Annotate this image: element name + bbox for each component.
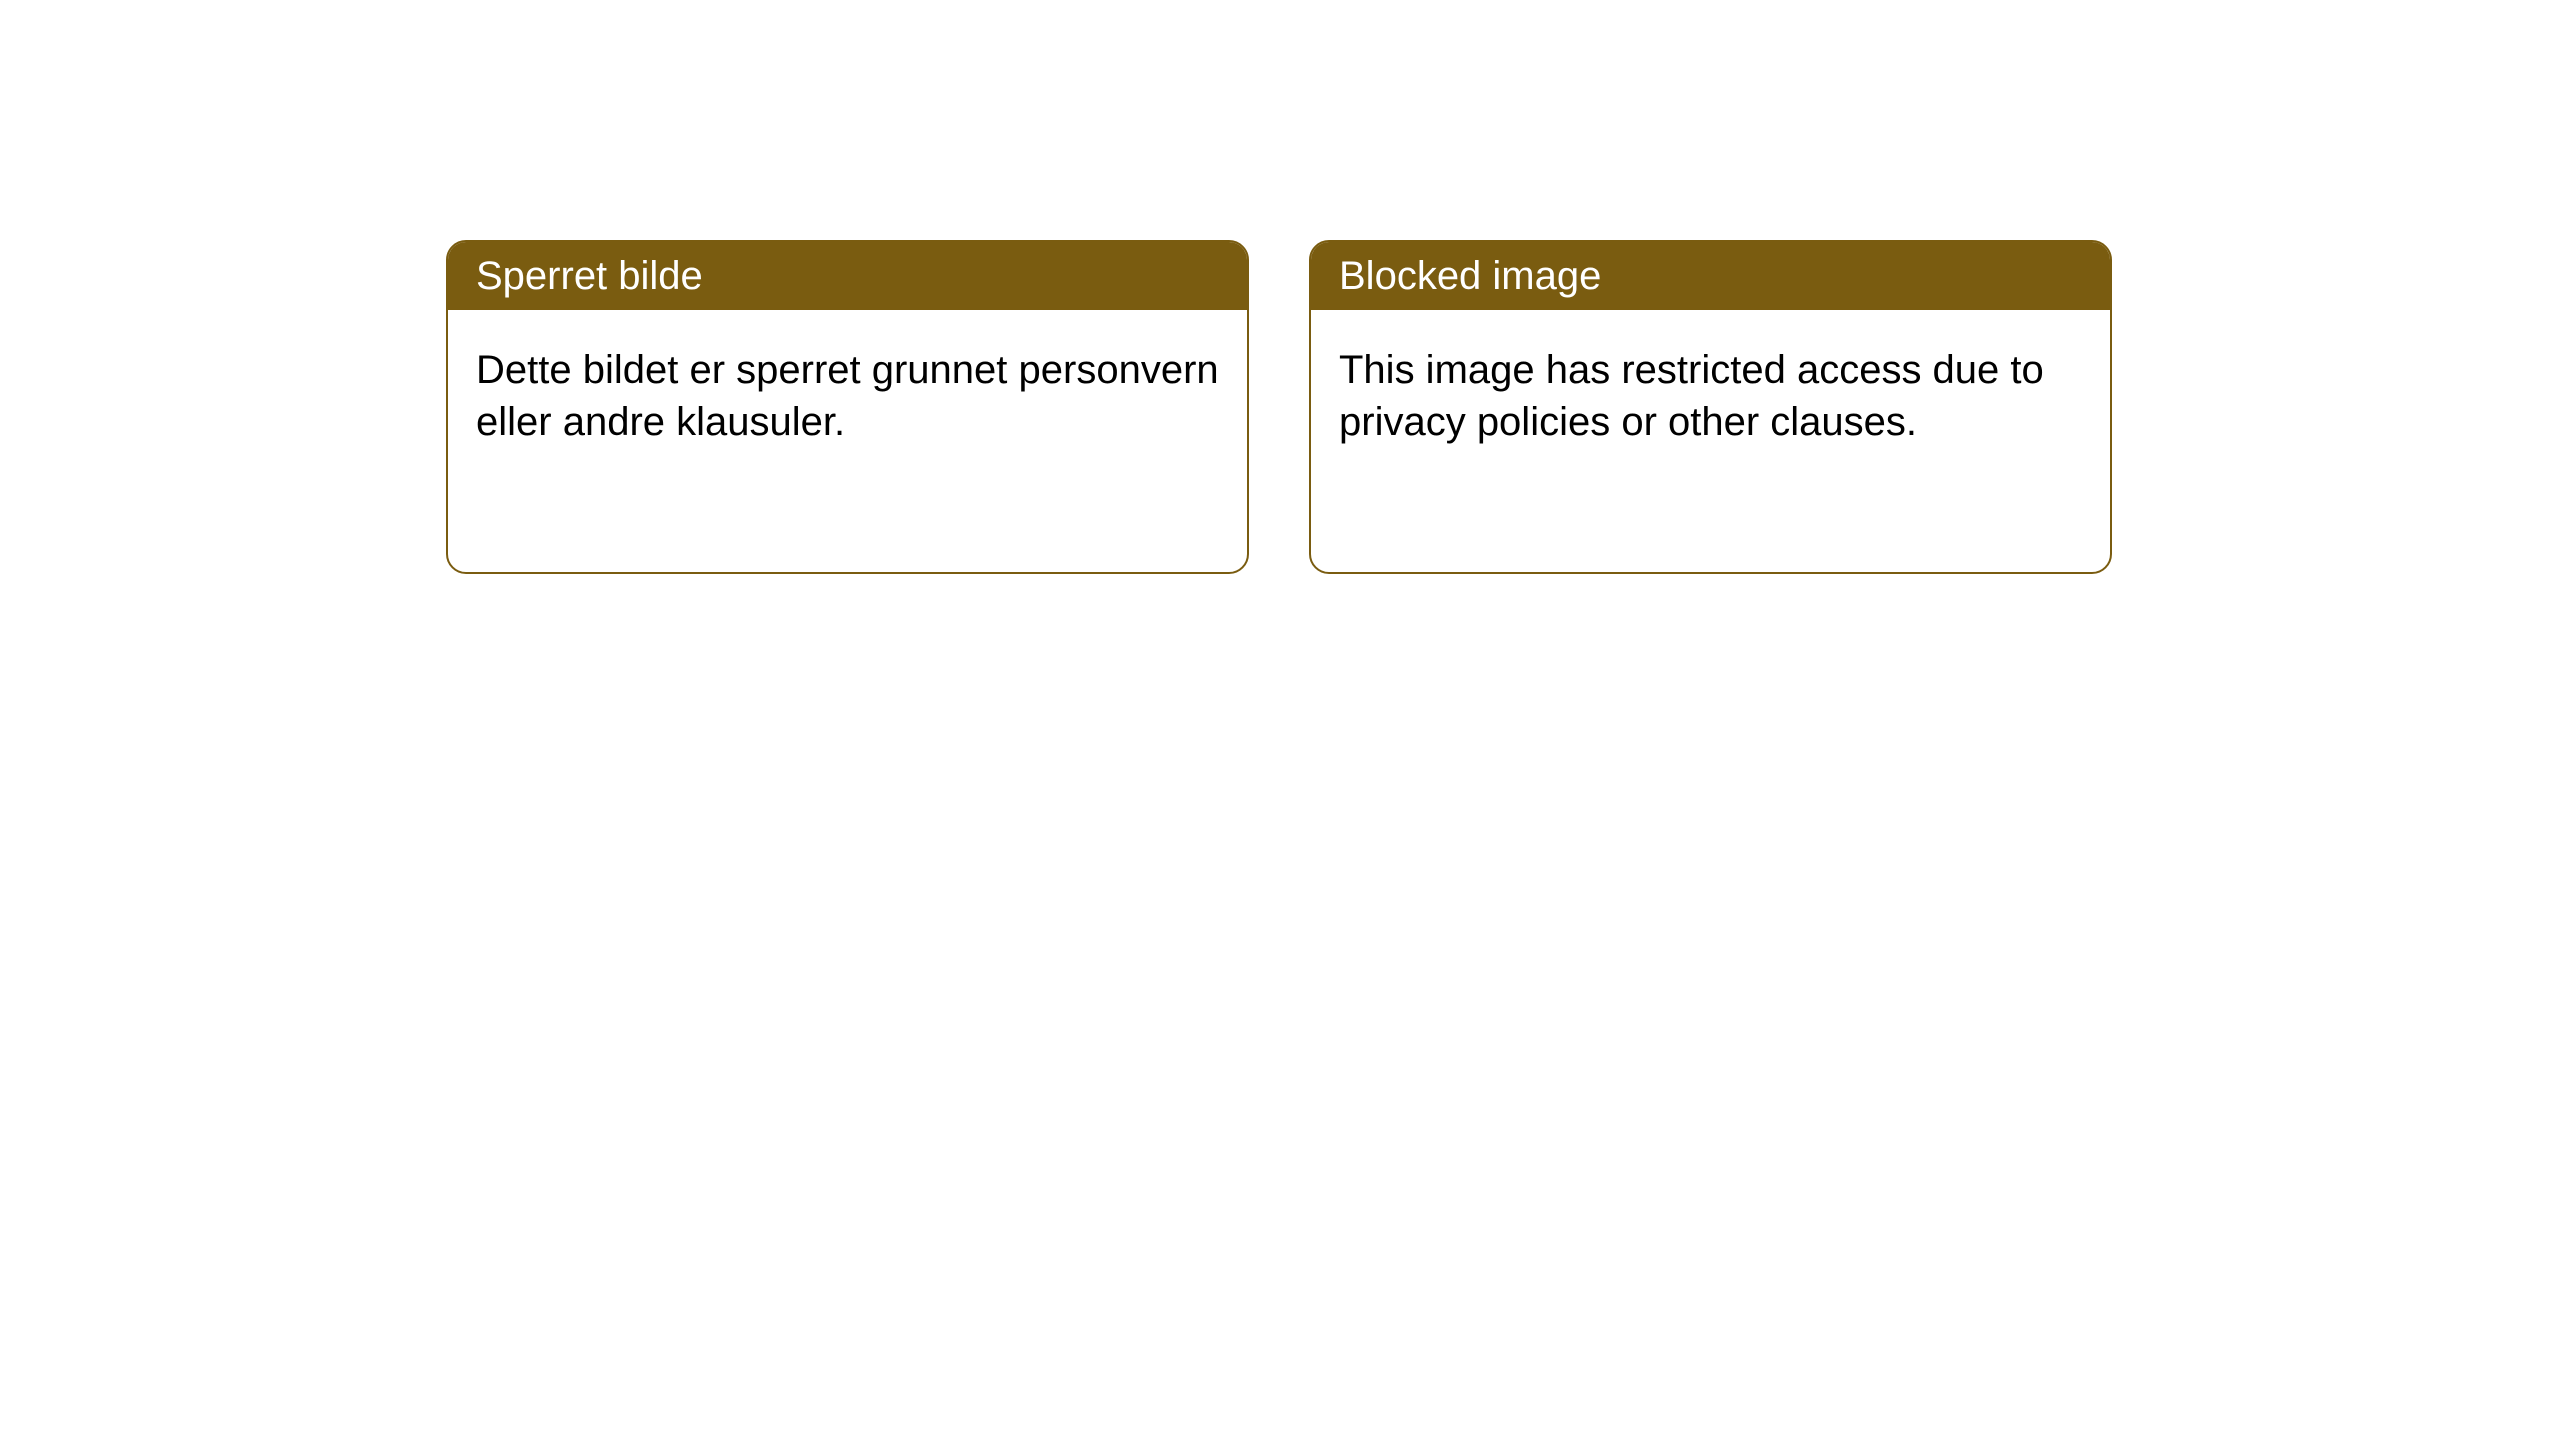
notice-card-no: Sperret bilde Dette bildet er sperret gr… bbox=[446, 240, 1249, 574]
notice-body-no: Dette bildet er sperret grunnet personve… bbox=[448, 310, 1247, 482]
notice-container: Sperret bilde Dette bildet er sperret gr… bbox=[0, 0, 2560, 574]
notice-header-no: Sperret bilde bbox=[448, 242, 1247, 310]
notice-body-en: This image has restricted access due to … bbox=[1311, 310, 2110, 482]
notice-card-en: Blocked image This image has restricted … bbox=[1309, 240, 2112, 574]
notice-header-en: Blocked image bbox=[1311, 242, 2110, 310]
